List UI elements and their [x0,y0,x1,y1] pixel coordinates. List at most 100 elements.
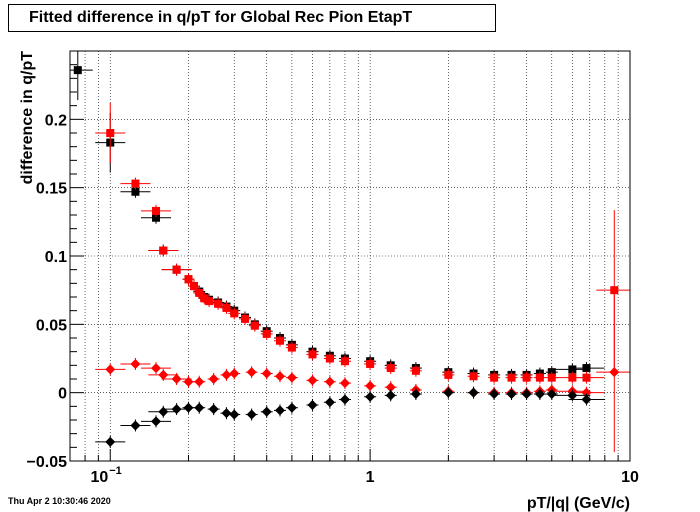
data-point [520,371,533,384]
marker-square [547,373,556,382]
data-point [384,389,397,402]
data-point [323,396,336,409]
y-axis-label: difference in q/pT [19,51,36,185]
data-point [228,408,241,421]
marker-diamond [489,389,500,400]
marker-square [287,343,296,352]
data-point [442,368,455,381]
data-point [596,292,630,453]
y-tick-label: −0.05 [27,454,68,471]
data-point [285,401,298,414]
data-point [203,295,216,308]
y-tick-label: 0.15 [36,181,67,198]
marker-square [214,299,223,308]
data-point [161,263,192,276]
chart-title: Fitted difference in q/pT for Global Rec… [8,4,496,32]
marker-diamond [246,409,257,420]
marker-diamond [194,376,205,387]
data-point [533,388,546,401]
data-point [274,370,287,383]
marker-diamond [286,402,297,413]
marker-square [610,286,619,295]
data-point [323,352,336,365]
marker-diamond [365,391,376,402]
data-point [338,393,351,406]
data-point [220,407,233,420]
marker-diamond [567,390,578,401]
marker-diamond [261,406,272,417]
x-tick-label: 10 [621,469,639,486]
marker-diamond [171,404,182,415]
marker-diamond [171,374,182,384]
marker-square [469,372,478,381]
data-point [306,348,319,361]
marker-square [507,373,516,382]
data-point [193,375,206,388]
series-1 [95,103,630,384]
marker-square [522,373,531,382]
data-point [260,367,273,380]
series-3 [95,386,605,448]
data-point [212,297,225,310]
data-point [161,403,192,416]
marker-square [490,373,499,382]
marker-square [366,359,375,368]
x-tick-label-base: 10 [90,469,108,486]
marker-diamond [385,382,396,393]
marker-diamond [158,406,169,417]
data-point [187,280,200,293]
data-point [248,319,261,332]
data-point [182,375,195,388]
marker-square [131,179,140,188]
marker-square [189,282,198,291]
marker-diamond [261,368,272,379]
data-point [384,362,397,375]
marker-diamond [130,358,141,369]
marker-square [222,303,231,312]
marker-square [152,206,161,215]
marker-diamond [546,389,557,400]
data-point [568,393,605,406]
marker-square [568,365,577,374]
marker-diamond [105,364,116,375]
y-tick-label: 0.1 [45,249,67,266]
marker-square [582,373,591,382]
data-point [554,389,591,402]
marker-square [250,321,259,330]
data-point [520,388,533,401]
data-point [364,357,377,370]
data-point [193,401,206,414]
data-point [182,401,195,414]
data-point [364,390,377,403]
data-point [260,405,273,418]
marker-square [262,329,271,338]
data-point [488,371,501,384]
marker-diamond [339,394,350,405]
marker-square [582,364,591,373]
marker-diamond [221,369,232,380]
marker-diamond [506,389,517,400]
marker-square [200,294,209,303]
marker-square [172,265,181,274]
data-point [228,307,241,320]
marker-diamond [324,397,335,408]
data-point [245,408,258,421]
data-point [207,403,220,416]
y-tick-label: 0.2 [45,112,67,129]
marker-square [205,297,214,306]
marker-square [184,275,193,284]
data-point [274,334,287,347]
grid [69,51,631,462]
marker-diamond [609,367,620,378]
marker-square [195,288,204,297]
data-point [285,341,298,354]
series-0 [70,51,605,381]
marker-square [308,350,317,359]
marker-square [386,364,395,373]
data-point [323,375,336,388]
marker-square [106,129,115,137]
marker-diamond [151,363,162,374]
data-point [488,388,501,401]
data-point [306,374,319,387]
data-point [568,371,605,384]
